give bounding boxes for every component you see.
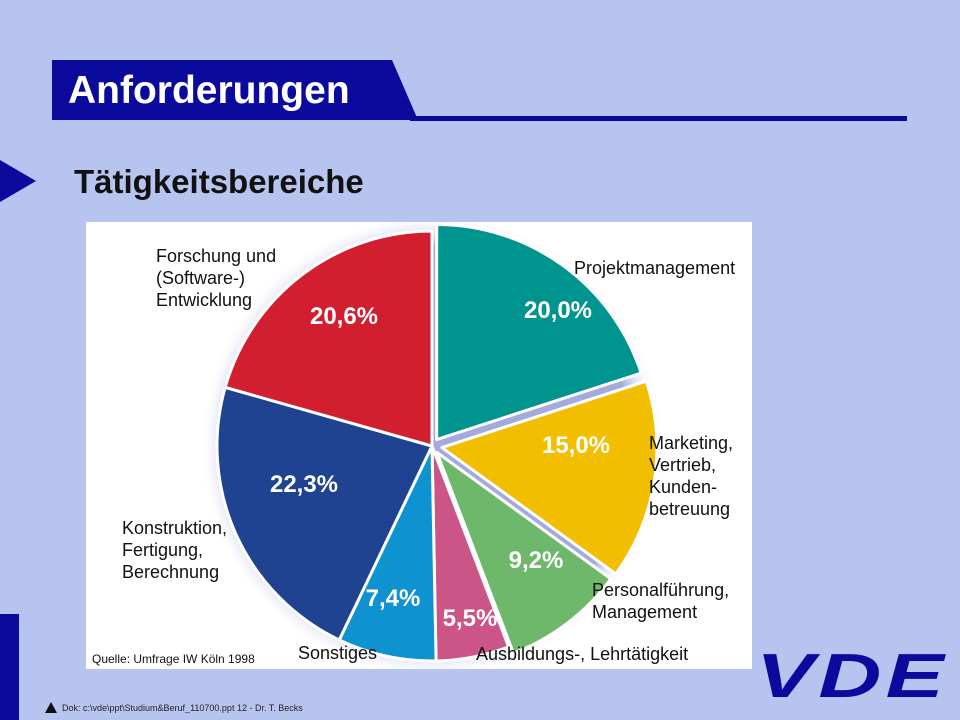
pie-slice [215, 385, 434, 642]
left-accent-bar [0, 614, 19, 720]
chart-source-note: Quelle: Umfrage IW Köln 1998 [92, 652, 255, 666]
pie-category-label-line: betreuung [649, 499, 730, 519]
pie-percent-label: 15,0% [542, 432, 610, 459]
pie-category-label-line: Konstruktion, [122, 518, 227, 538]
pie-category-label-line: Sonstiges [298, 643, 377, 663]
pie-category-label: Forschung und (Software-) Entwicklung [156, 246, 276, 310]
pie-category-label-line: Kunden- [649, 477, 717, 497]
pie-slice [435, 223, 643, 442]
pie-percent-label: 5,5% [443, 605, 498, 632]
pie-category-label-line: Forschung und [156, 246, 276, 266]
footer-document-path: Dok: c:\vde\ppt\Studium&Beruf_110700.ppt… [62, 703, 303, 713]
pie-category-label-line: Personalführung, [592, 580, 729, 600]
pie-category-label-line: Management [592, 602, 697, 622]
pie-percent-label: 20,6% [310, 303, 378, 330]
pie-slice [337, 444, 438, 663]
pie-percent-label: 22,3% [270, 471, 338, 498]
pie-category-label-line: Projektmanagement [574, 258, 735, 278]
pie-category-label: Konstruktion, Fertigung, Berechnung [122, 518, 227, 582]
pie-category-label: Sonstiges [298, 643, 377, 663]
footer-triangle-icon [45, 702, 57, 713]
pie-percent-label: 9,2% [509, 547, 564, 574]
pie-category-label-line: (Software-) [156, 268, 245, 288]
pie-category-label-line: Fertigung, [122, 540, 203, 560]
pie-category-label: Marketing, Vertrieb, Kunden-betreuung [649, 433, 733, 519]
pie-category-label: Ausbildungs-, Lehrtätigkeit [476, 644, 688, 664]
title-underline [410, 116, 907, 121]
vde-logo: VDE [756, 647, 948, 703]
pie-percent-labels: 20,0% 15,0% 9,2% 5,5% 7,4% 22,3% 20,6% [270, 297, 610, 632]
title-banner [52, 60, 418, 120]
pie-category-label: Personalführung, Management [592, 580, 729, 622]
pie-category-label: Projektmanagement [574, 258, 735, 278]
pie-category-label-line: Berechnung [122, 562, 219, 582]
pie-percent-label: 7,4% [366, 585, 421, 612]
pie-percent-label: 20,0% [524, 297, 592, 324]
pie-category-labels: Projektmanagement Marketing, Vertrieb, Kund… [122, 246, 735, 664]
pie-slice [440, 379, 659, 576]
pie-slices [215, 223, 659, 663]
pie-category-label-line: Vertrieb, [649, 455, 716, 475]
slide-subtitle: Tätigkeitsbereiche [74, 163, 364, 200]
pie-chart: 20,0% 15,0% 9,2% 5,5% 7,4% 22,3% 20,6% Projekt… [92, 222, 735, 669]
pie-slice [435, 450, 613, 655]
vde-logo-text: VDE [756, 647, 948, 703]
pie-chart-panel: 20,0% 15,0% 9,2% 5,5% 7,4% 22,3% 20,6% Projekt… [86, 222, 752, 669]
pie-slice [223, 229, 434, 448]
slide-title: Anforderungen [68, 69, 350, 112]
pie-category-label-line: Ausbildungs-, Lehrtätigkeit [476, 644, 688, 664]
pie-category-label-line: Entwicklung [156, 290, 252, 310]
bullet-arrow-icon [0, 160, 36, 202]
pie-category-label-line: Marketing, [649, 433, 733, 453]
